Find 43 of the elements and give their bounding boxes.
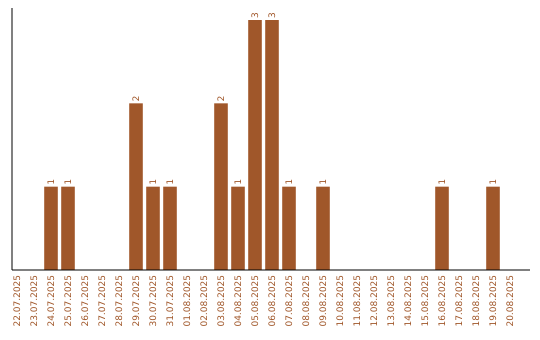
x-tick-label: 13.08.2025	[387, 275, 397, 327]
x-tick-label: 15.08.2025	[421, 275, 431, 327]
x-tick-label: 11.08.2025	[353, 275, 363, 327]
data-label: 2	[132, 96, 142, 102]
x-tick-label: 27.07.2025	[98, 275, 108, 327]
x-tick-label: 09.08.2025	[319, 275, 329, 327]
data-label: 1	[319, 178, 329, 185]
x-tick-label: 08.08.2025	[302, 275, 312, 327]
data-label: 1	[64, 178, 74, 185]
x-tick-label: 18.08.2025	[472, 275, 482, 327]
data-label: 3	[268, 12, 278, 18]
data-label: 1	[285, 178, 295, 185]
x-tick-label: 31.07.2025	[166, 275, 176, 327]
x-tick-label: 20.08.2025	[506, 275, 516, 327]
data-label: 3	[251, 12, 261, 18]
x-tick-label: 01.08.2025	[183, 275, 193, 327]
x-tick-label: 30.07.2025	[149, 275, 159, 327]
x-tick-label: 03.08.2025	[217, 275, 227, 327]
x-tick-label: 25.07.2025	[64, 275, 74, 327]
x-tick-label: 24.07.2025	[47, 275, 57, 327]
data-label: 1	[438, 178, 448, 185]
data-label: 1	[234, 178, 244, 185]
x-tick-label: 19.08.2025	[489, 275, 499, 327]
x-tick-label: 29.07.2025	[132, 275, 142, 327]
x-tick-label: 05.08.2025	[251, 275, 261, 327]
data-label: 2	[217, 96, 227, 102]
data-label: 1	[166, 178, 176, 185]
x-tick-label: 02.08.2025	[200, 275, 210, 327]
x-tick-label: 17.08.2025	[455, 275, 465, 327]
x-tick-label: 04.08.2025	[234, 275, 244, 327]
x-tick-label: 14.08.2025	[404, 275, 414, 327]
x-tick-label: 07.08.2025	[285, 275, 295, 327]
x-tick-label: 10.08.2025	[336, 275, 346, 327]
data-label: 1	[149, 178, 159, 185]
x-tick-label: 16.08.2025	[438, 275, 448, 327]
x-tick-label: 26.07.2025	[81, 275, 91, 327]
data-label: 1	[489, 178, 499, 185]
x-tick-label: 12.08.2025	[370, 275, 380, 327]
x-tick-label: 22.07.2025	[13, 275, 23, 327]
x-tick-label: 06.08.2025	[268, 275, 278, 327]
data-label: 1	[47, 178, 57, 185]
x-tick-label: 23.07.2025	[30, 275, 40, 327]
x-tick-label: 28.07.2025	[115, 275, 125, 327]
